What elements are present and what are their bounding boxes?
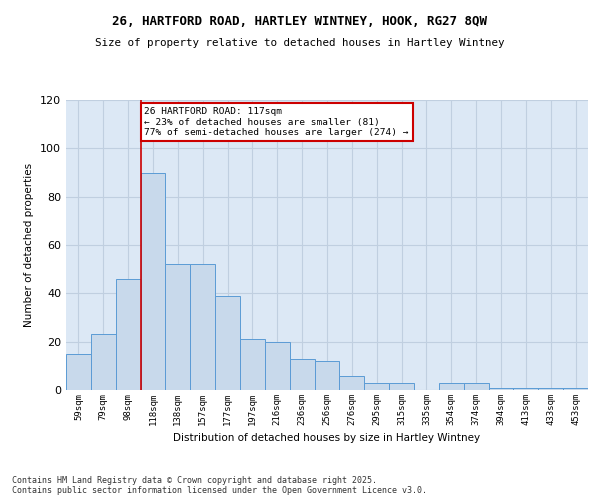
Bar xyxy=(91,334,116,390)
Bar xyxy=(166,264,190,390)
Bar xyxy=(563,388,588,390)
Bar xyxy=(364,383,389,390)
Bar xyxy=(190,264,215,390)
Bar xyxy=(290,358,314,390)
Bar xyxy=(66,354,91,390)
Bar xyxy=(215,296,240,390)
Text: 26 HARTFORD ROAD: 117sqm
← 23% of detached houses are smaller (81)
77% of semi-d: 26 HARTFORD ROAD: 117sqm ← 23% of detach… xyxy=(145,108,409,137)
Y-axis label: Number of detached properties: Number of detached properties xyxy=(25,163,34,327)
Bar xyxy=(488,388,514,390)
Bar xyxy=(389,383,414,390)
Text: Contains HM Land Registry data © Crown copyright and database right 2025.
Contai: Contains HM Land Registry data © Crown c… xyxy=(12,476,427,495)
Bar xyxy=(140,172,166,390)
Bar xyxy=(464,383,488,390)
Text: Size of property relative to detached houses in Hartley Wintney: Size of property relative to detached ho… xyxy=(95,38,505,48)
Bar xyxy=(265,342,290,390)
Bar xyxy=(340,376,364,390)
Bar xyxy=(314,361,340,390)
Bar xyxy=(538,388,563,390)
Bar xyxy=(240,339,265,390)
Bar xyxy=(514,388,538,390)
X-axis label: Distribution of detached houses by size in Hartley Wintney: Distribution of detached houses by size … xyxy=(173,434,481,444)
Text: 26, HARTFORD ROAD, HARTLEY WINTNEY, HOOK, RG27 8QW: 26, HARTFORD ROAD, HARTLEY WINTNEY, HOOK… xyxy=(113,15,487,28)
Bar xyxy=(439,383,464,390)
Bar xyxy=(116,279,140,390)
